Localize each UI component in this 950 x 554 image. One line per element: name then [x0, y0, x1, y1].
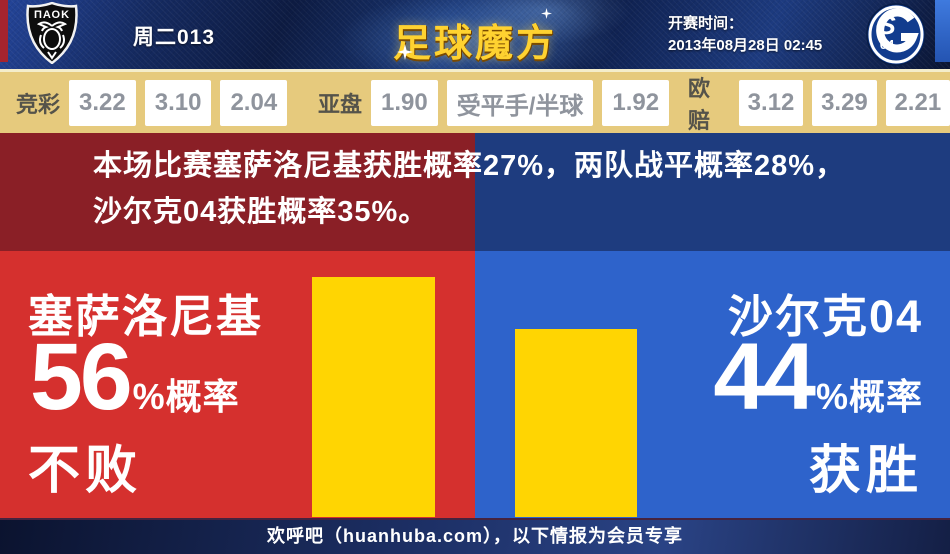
- summary-red-background: [0, 133, 475, 251]
- site-logo: 足球魔方: [0, 12, 950, 67]
- odds-value-box: 3.10: [144, 80, 212, 126]
- header-texture: [0, 0, 950, 69]
- away-probability-bar: [515, 329, 637, 517]
- footer-text: 欢呼吧（huanhuba.com），以下情报为会员专享: [266, 526, 683, 546]
- odds-value-box: 1.90: [371, 80, 438, 126]
- handicap-line-box: 受平手/半球: [446, 80, 594, 126]
- odds-value-box: 2.21: [885, 80, 950, 126]
- schalke04-crest-icon: S 04: [866, 3, 926, 71]
- odds-value-box: 2.04: [220, 80, 288, 126]
- match-code: 周二013: [133, 26, 216, 49]
- header: ΠΑΟΚ 周二013 足球魔方 开赛时间： 2013年08月28日 02:45: [0, 0, 950, 69]
- odds-value-box: 3.12: [738, 80, 804, 126]
- odds-value-box: 3.22: [69, 80, 136, 126]
- eagle-wings-icon: [39, 34, 65, 49]
- eagle-tail-icon: [47, 51, 57, 60]
- home-team-name: 塞萨洛尼基: [28, 291, 264, 342]
- summary-line-1: 本场比赛塞萨洛尼基获胜概率27%，两队战平概率28%，: [93, 150, 846, 182]
- odds-group-european: 欧赔 3.12 3.29 2.21: [688, 76, 950, 133]
- odds-bar: 竞彩 3.22 3.10 2.04 亚盘 1.90 受平手/半球 1.92 欧赔…: [0, 69, 950, 133]
- eagle-right-head-icon: [51, 21, 68, 32]
- away-percent-value: 44: [713, 324, 816, 430]
- kickoff-time: 2013年08月28日 02:45: [668, 37, 823, 54]
- away-outcome-label: 获胜: [808, 442, 923, 500]
- sparkle-icon: [541, 8, 552, 19]
- schalke-g-shape-icon: [876, 8, 919, 53]
- odds-group-jingcai: 竞彩 3.22 3.10 2.04: [16, 80, 288, 126]
- header-red-edge-strip: [0, 0, 8, 62]
- away-percent-suffix: %概率: [815, 376, 923, 417]
- home-percent-suffix: %概率: [132, 376, 240, 417]
- home-outcome-label: 不败: [28, 442, 143, 500]
- odds-group-label: 欧赔: [688, 76, 711, 133]
- away-percent-row: 44 %概率: [713, 330, 923, 425]
- footer: 欢呼吧（huanhuba.com），以下情报为会员专享: [0, 518, 950, 554]
- summary-line-2: 沙尔克04获胜概率35%。: [93, 196, 429, 228]
- header-blue-edge-strip: [935, 0, 950, 62]
- schalke-04-number: 04: [880, 37, 895, 52]
- eagle-body-icon: [43, 28, 61, 50]
- probability-summary-strip: 本场比赛塞萨洛尼基获胜概率27%，两队战平概率28%， 沙尔克04获胜概率35%…: [0, 133, 950, 251]
- odds-value-box: 3.29: [812, 80, 877, 126]
- home-percent-row: 56 %概率: [30, 330, 240, 425]
- eagle-left-head-icon: [36, 21, 53, 32]
- site-logo-text: 足球魔方: [392, 23, 557, 65]
- schalke-s-letter: S: [878, 10, 896, 40]
- home-percent-value: 56: [30, 324, 133, 430]
- home-probability-bar: [312, 277, 435, 517]
- odds-group-label: 亚盘: [318, 92, 363, 117]
- kickoff-label: 开赛时间：: [668, 15, 744, 32]
- away-team-name: 沙尔克04: [727, 291, 923, 342]
- paok-crest-icon: ΠΑΟΚ: [23, 1, 81, 69]
- summary-blue-background: [475, 133, 950, 251]
- paok-crest-text: ΠΑΟΚ: [34, 9, 70, 21]
- odds-value-box: 1.92: [602, 80, 670, 126]
- kickoff-time-block: 开赛时间： 2013年08月28日 02:45: [668, 13, 822, 57]
- odds-group-asian-handicap: 亚盘 1.90 受平手/半球 1.92: [318, 80, 670, 126]
- summary-text: 本场比赛塞萨洛尼基获胜概率27%，两队战平概率28%， 沙尔克04获胜概率35%…: [93, 143, 939, 235]
- odds-group-label: 竞彩: [16, 92, 61, 117]
